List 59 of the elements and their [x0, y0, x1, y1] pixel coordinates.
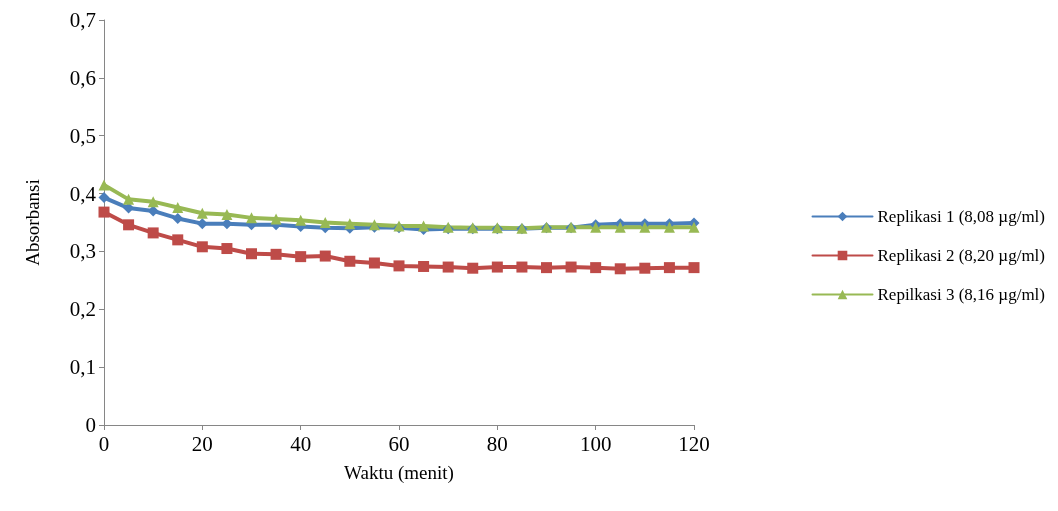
legend-label: Replikasi 1 (8,08 µg/ml) [877, 207, 1046, 226]
point [344, 255, 356, 267]
point [221, 208, 233, 220]
y-axis-title: Absorbansi [22, 179, 43, 266]
y-tick-label: 0,7 [69, 8, 96, 32]
point [147, 196, 159, 208]
point [196, 207, 208, 219]
point [319, 250, 331, 262]
point [270, 248, 282, 260]
point [172, 201, 184, 213]
point [98, 206, 110, 218]
point [393, 260, 405, 272]
legend-label: Repilkasi 3 (8,16 µg/ml) [877, 285, 1046, 304]
point [491, 261, 503, 273]
point [541, 262, 552, 274]
y-tick-label: 0,1 [69, 355, 96, 380]
point [368, 257, 380, 269]
x-tick-label: 20 [191, 431, 213, 456]
point [270, 213, 282, 225]
x-tick-label: 60 [388, 431, 410, 456]
x-tick-label: 40 [290, 431, 312, 456]
y-tick-label: 0,4 [69, 181, 97, 206]
y-tick-label: 0 [85, 413, 96, 437]
x-axis-title: Waktu (menit) [344, 462, 454, 484]
y-tick-label: 0,2 [69, 297, 96, 322]
point [123, 219, 135, 231]
point [172, 212, 184, 224]
point [98, 179, 110, 191]
legend-label: Replikasi 2 (8,20 µg/ml) [877, 246, 1046, 265]
point [196, 241, 208, 253]
y-tick-label: 0,6 [69, 65, 96, 90]
point [590, 262, 602, 274]
point [172, 234, 184, 246]
point [418, 260, 430, 272]
point [98, 192, 110, 204]
x-tick-label: 100 [579, 431, 612, 456]
x-tick-label: 80 [486, 431, 508, 456]
y-tick-label: 0,3 [69, 239, 96, 264]
point [344, 218, 356, 230]
point [123, 193, 135, 205]
point [196, 218, 208, 230]
point [295, 251, 307, 263]
point [614, 263, 626, 275]
x-tick-label: 120 [678, 431, 710, 456]
point [442, 261, 454, 273]
point [565, 261, 577, 273]
point [688, 221, 700, 233]
point [147, 227, 159, 239]
point [295, 214, 307, 226]
point [688, 262, 700, 274]
point [639, 262, 651, 274]
point [221, 243, 233, 255]
y-tick-label: 0,5 [69, 123, 96, 148]
point [246, 248, 257, 260]
point [467, 262, 479, 274]
point [663, 262, 675, 274]
point [246, 212, 257, 224]
point [516, 261, 528, 273]
point [319, 217, 331, 228]
